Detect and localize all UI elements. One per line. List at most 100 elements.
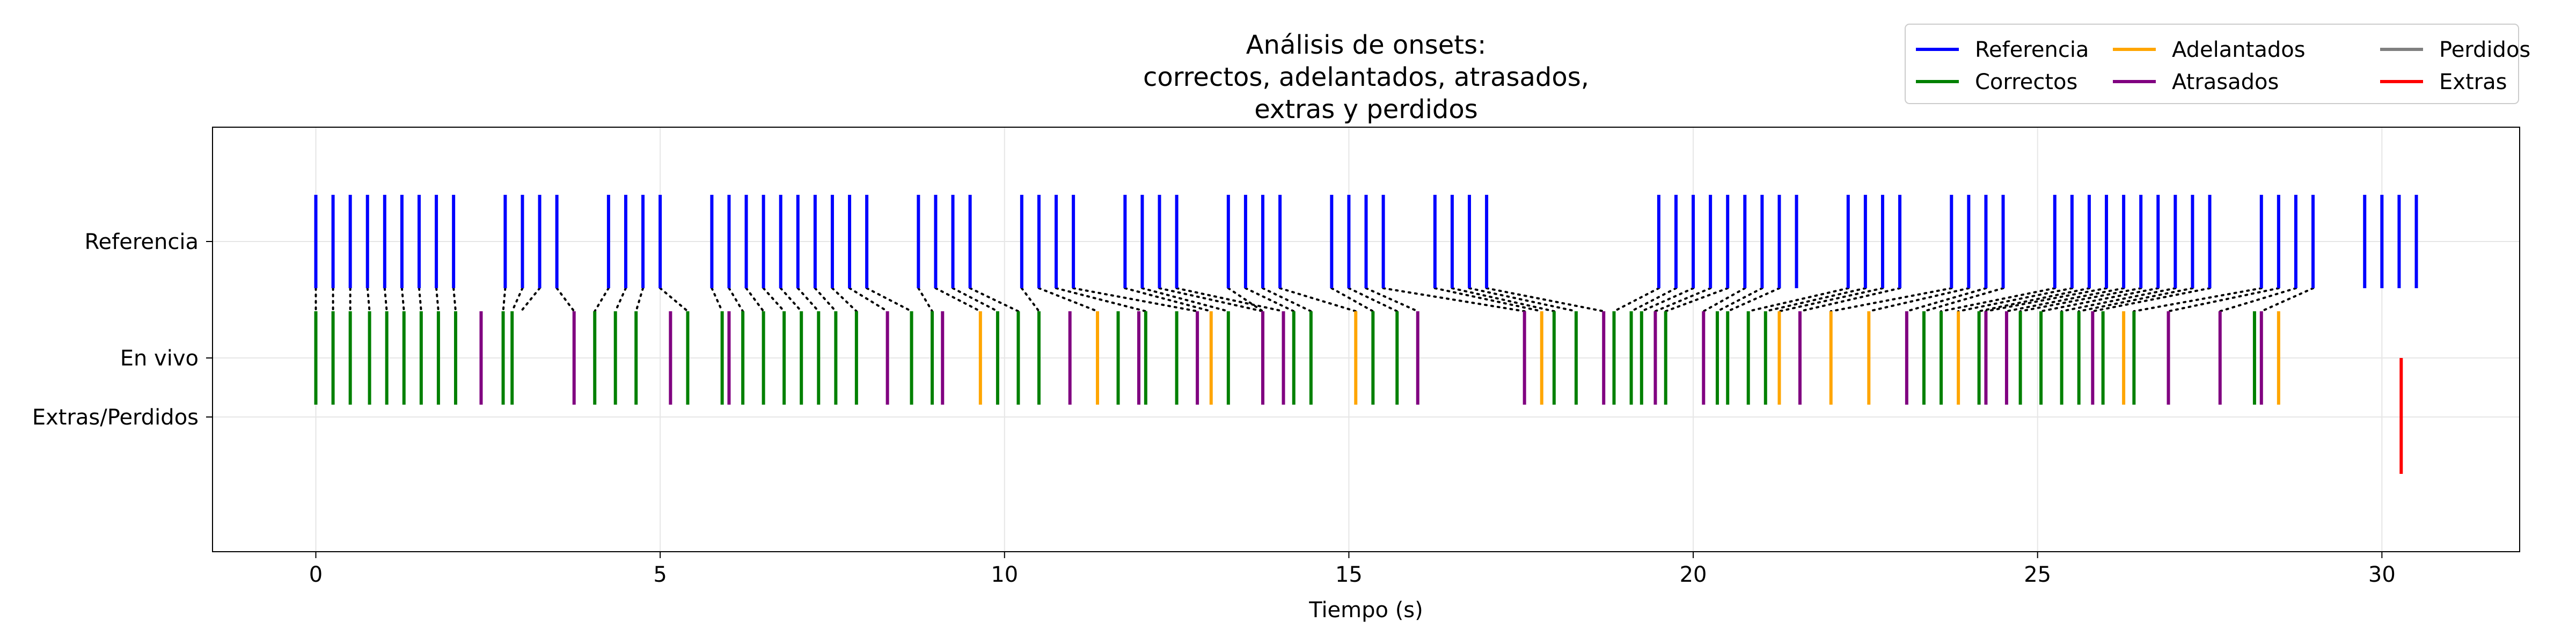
match-line <box>659 287 689 312</box>
match-line <box>1654 287 1712 312</box>
match-line <box>1868 287 1970 312</box>
match-line <box>1175 287 1285 312</box>
match-line <box>1451 287 1555 312</box>
match-line <box>1348 287 1399 312</box>
match-line <box>934 287 982 312</box>
match-line <box>1382 287 1526 312</box>
x-tick-label: 20 <box>1680 562 1707 587</box>
match-line <box>635 287 645 312</box>
match-line <box>1227 287 1264 312</box>
x-tick-label: 5 <box>653 562 667 587</box>
x-tick-label: 10 <box>991 562 1018 587</box>
match-line <box>1726 287 1781 312</box>
match-line <box>2019 287 2142 312</box>
match-line <box>383 287 388 312</box>
match-line <box>1330 287 1374 312</box>
match-line <box>831 287 858 312</box>
match-line <box>1433 287 1543 312</box>
match-line <box>2040 287 2160 312</box>
match-line <box>2077 287 2194 312</box>
match-line <box>1244 287 1295 312</box>
legend-label: Correctos <box>1975 70 2077 94</box>
match-line <box>1640 287 1695 312</box>
legend-label: Atrasados <box>2172 70 2279 94</box>
match-line <box>1905 287 1987 312</box>
match-line <box>2060 287 2177 312</box>
x-tick-label: 25 <box>2024 562 2051 587</box>
y-tick-label: En vivo <box>120 346 199 371</box>
event-lines <box>314 195 2418 474</box>
match-line <box>728 287 744 312</box>
legend-box <box>1905 24 2519 104</box>
x-axis: 0 5 10 15 20 25 30 <box>309 552 2396 587</box>
chart-title-line: extras y perdidos <box>1254 94 1478 125</box>
match-line <box>1702 287 1746 312</box>
match-line <box>1037 287 1099 312</box>
match-line <box>435 287 440 312</box>
match-line <box>1778 287 1884 312</box>
match-line <box>1468 287 1577 312</box>
match-line <box>1124 287 1212 312</box>
match-line <box>779 287 803 312</box>
x-tick-label: 0 <box>309 562 323 587</box>
legend: Referencia Correctos Adelantados Atrasados P… <box>1905 24 2530 104</box>
x-tick-label: 15 <box>1335 562 1363 587</box>
match-line <box>1613 287 1660 312</box>
legend-label: Adelantados <box>2172 38 2306 62</box>
match-line <box>1940 287 2056 312</box>
match-line <box>511 287 524 312</box>
match-line <box>745 287 765 312</box>
y-tick-label: Extras/Perdidos <box>32 405 199 430</box>
match-line <box>400 287 405 312</box>
grid <box>213 127 2520 552</box>
match-line <box>1020 287 1040 312</box>
x-tick-label: 30 <box>2368 562 2396 587</box>
match-line <box>1485 287 1605 312</box>
match-line <box>1365 287 1419 312</box>
match-line <box>1262 287 1312 312</box>
match-line <box>2005 287 2125 312</box>
match-line <box>1922 287 2004 312</box>
match-line <box>2260 287 2315 312</box>
y-tick-label: Referencia <box>85 230 199 254</box>
match-line <box>952 287 999 312</box>
match-line <box>1630 287 1677 312</box>
match-line <box>1158 287 1264 312</box>
match-line <box>555 287 575 312</box>
match-line <box>418 287 422 312</box>
match-line <box>1798 287 1901 312</box>
match-line <box>1764 287 1867 312</box>
match-line <box>866 287 913 312</box>
match-line <box>1716 287 1763 312</box>
match-line <box>848 287 889 312</box>
match-line <box>762 287 786 312</box>
chart-title: Análisis de onsets:correctos, adelantado… <box>1143 30 1589 125</box>
match-line <box>711 287 723 312</box>
legend-label: Extras <box>2439 70 2507 94</box>
match-line <box>594 287 610 312</box>
match-line <box>519 287 541 312</box>
match-line <box>1664 287 1729 312</box>
match-line <box>1141 287 1230 312</box>
match-line <box>452 287 457 312</box>
match-line <box>1985 287 2108 312</box>
match-line <box>2133 287 2263 312</box>
y-axis: Referencia En vivo Extras/Perdidos <box>32 230 213 430</box>
match-line <box>969 287 1020 312</box>
match-line <box>1279 287 1357 312</box>
match-line <box>2219 287 2297 312</box>
legend-label: Referencia <box>1975 38 2089 62</box>
chart-title-line: correctos, adelantados, atrasados, <box>1143 62 1589 92</box>
match-line <box>796 287 820 312</box>
legend-label: Perdidos <box>2439 38 2530 62</box>
match-line <box>2167 287 2280 312</box>
chart-title-line: Análisis de onsets: <box>1246 30 1487 60</box>
match-line <box>366 287 371 312</box>
match-line <box>917 287 934 312</box>
x-axis-label: Tiempo (s) <box>1308 598 1423 623</box>
match-line <box>1055 287 1147 312</box>
match-line <box>502 287 507 312</box>
match-line <box>1829 287 1953 312</box>
match-line <box>614 287 627 312</box>
